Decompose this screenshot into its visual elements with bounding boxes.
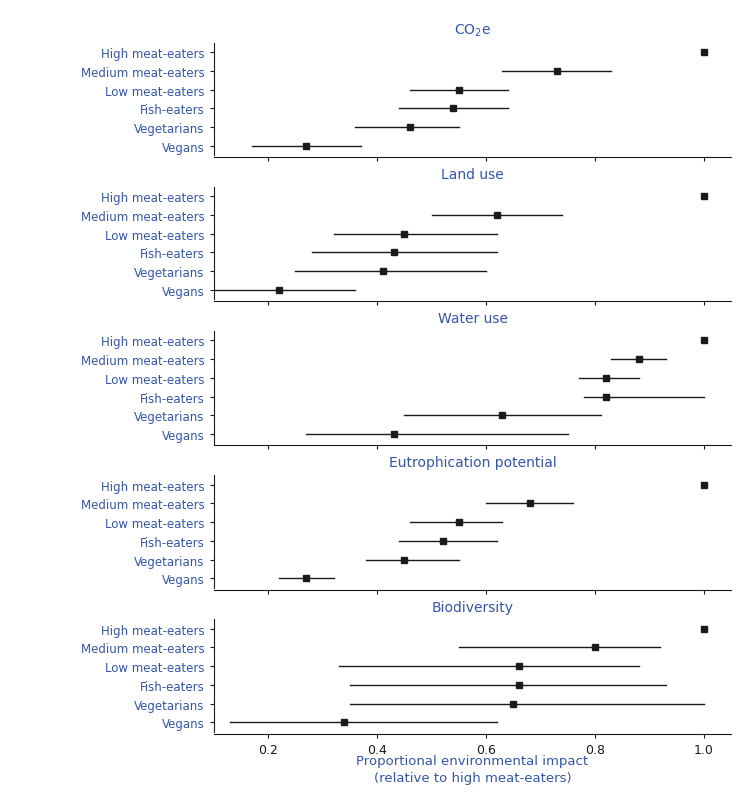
- Text: Eutrophication potential: Eutrophication potential: [388, 456, 556, 470]
- Text: Biodiversity: Biodiversity: [431, 600, 514, 614]
- Text: Proportional environmental impact: Proportional environmental impact: [356, 754, 589, 767]
- Text: (relative to high meat-eaters): (relative to high meat-eaters): [374, 772, 572, 784]
- Text: CO$_2$e: CO$_2$e: [454, 22, 491, 39]
- Text: Land use: Land use: [441, 168, 504, 182]
- Text: Water use: Water use: [437, 312, 508, 326]
